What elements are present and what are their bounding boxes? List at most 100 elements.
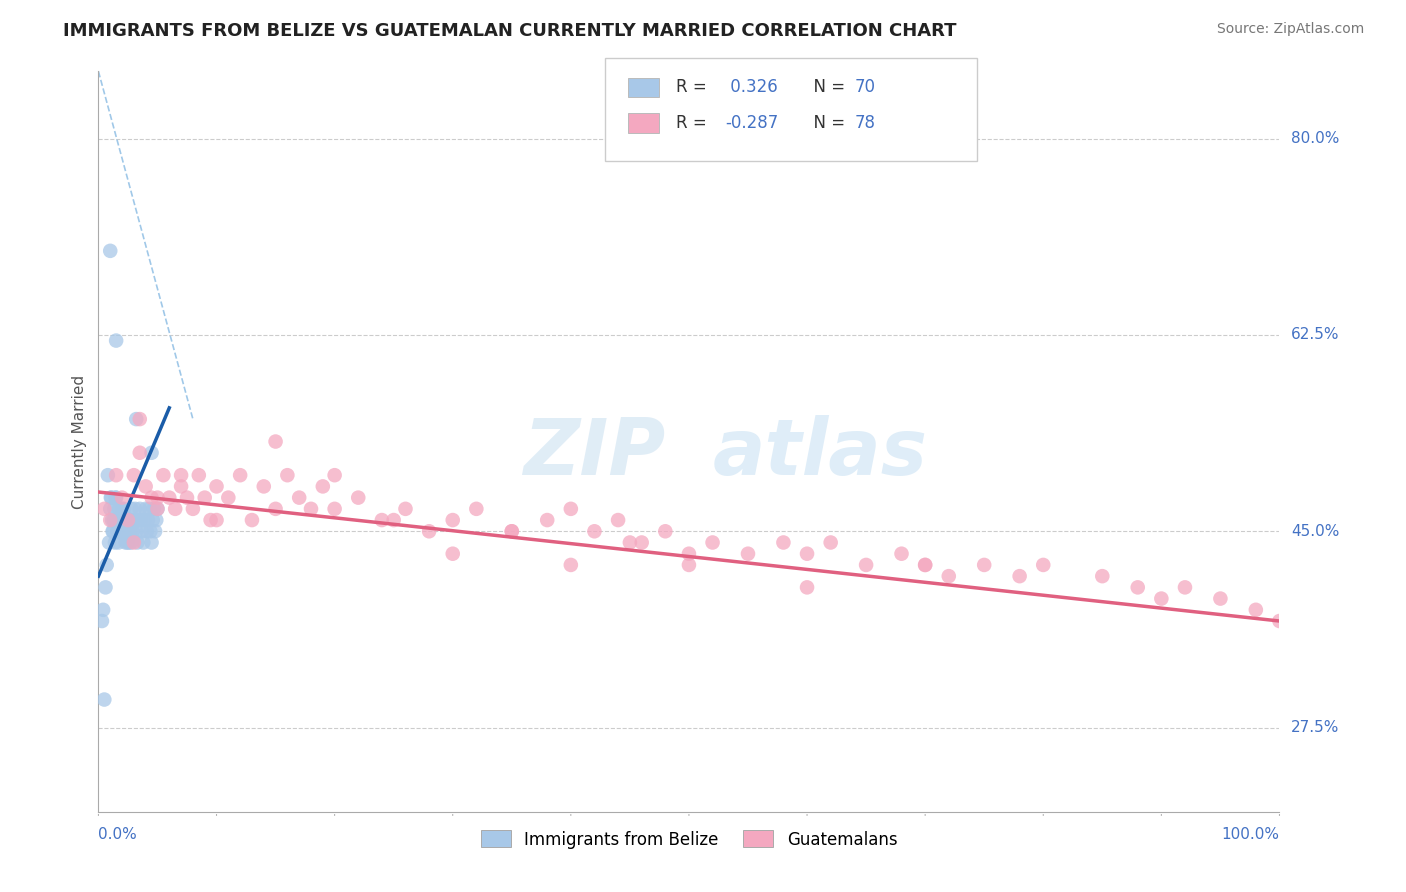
Point <box>702 535 724 549</box>
Point <box>108 513 131 527</box>
Point <box>103 524 125 539</box>
Point <box>98 244 121 258</box>
Point <box>142 513 165 527</box>
Point <box>1150 591 1173 606</box>
Point <box>312 479 335 493</box>
Text: R =: R = <box>676 78 713 96</box>
Point <box>176 491 198 505</box>
Point <box>630 535 652 549</box>
Point <box>890 547 912 561</box>
Point <box>114 535 136 549</box>
Point <box>141 491 163 505</box>
Point <box>938 569 960 583</box>
Point <box>122 468 145 483</box>
Point <box>264 434 287 449</box>
Point <box>112 501 135 516</box>
Point <box>112 513 135 527</box>
Point <box>141 446 163 460</box>
Point <box>117 513 139 527</box>
Point <box>117 513 139 527</box>
Point <box>1174 580 1197 594</box>
Point <box>112 524 135 539</box>
Point <box>135 501 157 516</box>
Point <box>97 468 120 483</box>
Point <box>914 558 936 572</box>
Point <box>288 491 311 505</box>
Point <box>103 501 125 516</box>
Point <box>93 692 115 706</box>
Text: 100.0%: 100.0% <box>1222 827 1279 841</box>
Point <box>323 501 346 516</box>
Point <box>394 501 416 516</box>
Point <box>125 412 148 426</box>
Point <box>96 558 118 572</box>
Point <box>117 524 139 539</box>
Point <box>120 535 142 549</box>
Text: 0.0%: 0.0% <box>98 827 138 841</box>
Point <box>105 468 128 483</box>
Point <box>111 513 134 527</box>
Point <box>138 501 160 516</box>
Point <box>1091 569 1114 583</box>
Point <box>619 535 641 549</box>
Point <box>536 513 558 527</box>
Point <box>141 535 163 549</box>
Point <box>98 535 121 549</box>
Point <box>347 491 370 505</box>
Point <box>114 513 136 527</box>
Point <box>115 513 138 527</box>
Point <box>145 513 167 527</box>
Point <box>253 479 276 493</box>
Point <box>146 491 169 505</box>
Text: 78: 78 <box>855 114 876 132</box>
Point <box>194 491 217 505</box>
Point <box>105 491 128 505</box>
Point <box>855 558 877 572</box>
Point <box>820 535 842 549</box>
Text: 45.0%: 45.0% <box>1291 524 1340 539</box>
Point <box>146 501 169 516</box>
Point <box>1268 614 1291 628</box>
Text: atlas: atlas <box>713 415 928 491</box>
Point <box>103 513 125 527</box>
Point <box>187 468 209 483</box>
Point <box>157 491 180 505</box>
Point <box>1209 591 1232 606</box>
Point <box>118 524 141 539</box>
Point <box>299 501 322 516</box>
Point <box>104 491 127 505</box>
Point <box>107 524 129 539</box>
Point <box>134 513 156 527</box>
Point <box>143 524 166 539</box>
Point <box>501 524 523 539</box>
Text: 80.0%: 80.0% <box>1291 131 1340 146</box>
Point <box>132 535 155 549</box>
Point <box>973 558 995 572</box>
Point <box>105 524 128 539</box>
Point <box>1126 580 1149 594</box>
Point <box>108 501 131 516</box>
Point <box>100 491 122 505</box>
Text: 27.5%: 27.5% <box>1291 720 1340 735</box>
Point <box>142 501 165 516</box>
Point <box>131 524 153 539</box>
Point <box>129 513 152 527</box>
Text: 70: 70 <box>855 78 876 96</box>
Point <box>128 501 150 516</box>
Point <box>121 501 143 516</box>
Point <box>121 524 143 539</box>
Point <box>152 468 174 483</box>
Point <box>125 524 148 539</box>
Point <box>115 524 138 539</box>
Text: R =: R = <box>676 114 713 132</box>
Point <box>170 468 193 483</box>
Text: IMMIGRANTS FROM BELIZE VS GUATEMALAN CURRENTLY MARRIED CORRELATION CHART: IMMIGRANTS FROM BELIZE VS GUATEMALAN CUR… <box>63 22 956 40</box>
Text: Source: ZipAtlas.com: Source: ZipAtlas.com <box>1216 22 1364 37</box>
Point <box>135 479 157 493</box>
Text: ZIP: ZIP <box>523 415 665 491</box>
Point <box>128 446 150 460</box>
Point <box>98 513 121 527</box>
Point <box>678 558 700 572</box>
Point <box>418 524 440 539</box>
Point <box>105 334 128 348</box>
